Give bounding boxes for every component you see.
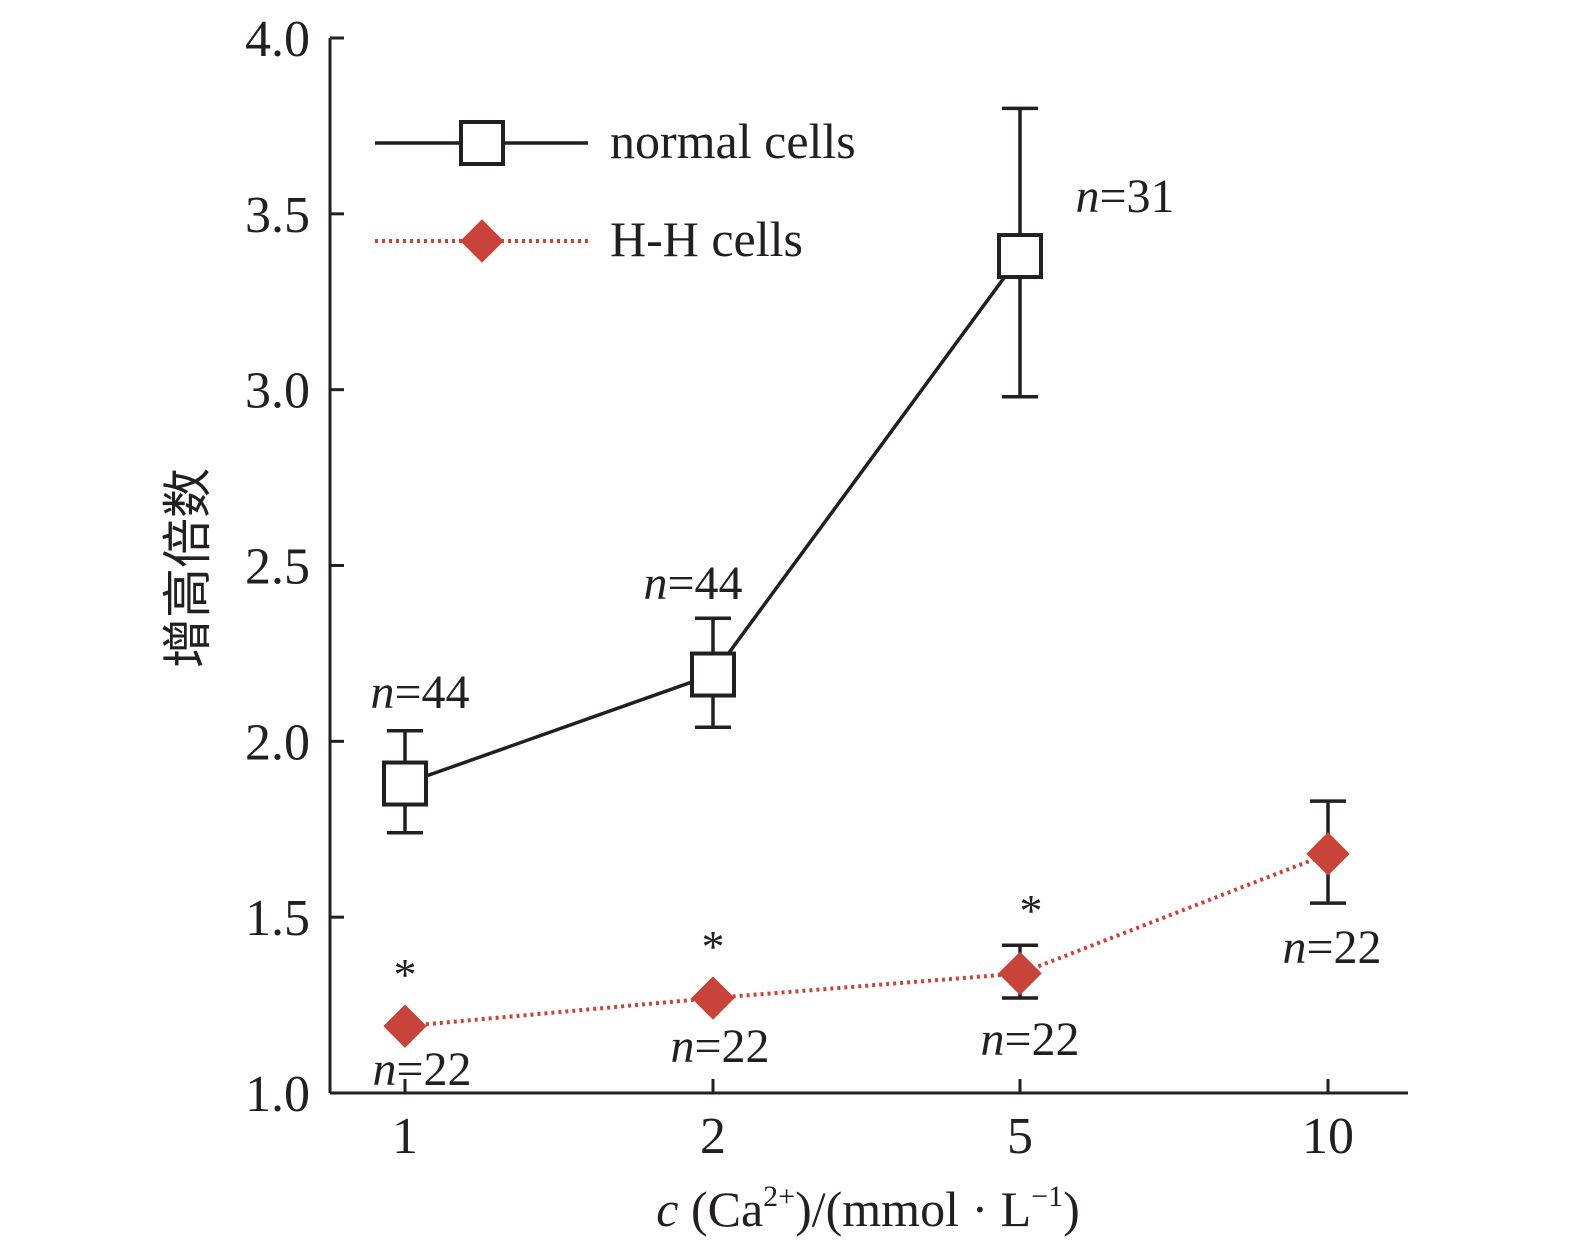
data-point	[691, 976, 735, 1020]
x-axis-title-post: )	[1063, 1181, 1080, 1237]
y-tick-label: 1.0	[245, 1066, 310, 1123]
n-label: n=22	[670, 1020, 769, 1073]
n-label: n=31	[1075, 170, 1174, 223]
series-line	[404, 852, 1329, 1029]
y-axis-title: 增高倍数	[160, 468, 216, 668]
significance-marker: *	[1020, 885, 1043, 936]
y-tick-label: 3.0	[245, 363, 310, 420]
data-point	[690, 651, 736, 698]
y-tick-label: 2.5	[245, 539, 310, 596]
data-point	[382, 760, 428, 807]
axes	[328, 38, 1408, 1095]
legend-marker-hh	[460, 219, 504, 263]
significance-marker: *	[702, 921, 725, 972]
y-tick-label: 1.5	[245, 890, 310, 947]
x-tick-label: 1	[392, 1108, 418, 1165]
x-tick-label: 5	[1007, 1108, 1033, 1165]
n-label: n=44	[643, 557, 742, 610]
y-tick-label: 2.0	[245, 714, 310, 771]
n-label: n=44	[370, 666, 469, 719]
x-tick-label: 10	[1302, 1108, 1354, 1165]
data-point	[1306, 832, 1350, 876]
series-hh-cells: n=22 n=22 n=22 n=22 * * *	[372, 799, 1382, 1096]
y-tick-label: 4.0	[245, 11, 310, 68]
legend-label-hh: H-H cells	[610, 211, 803, 267]
y-tick-label: 3.5	[245, 187, 310, 244]
legend-label-normal: normal cells	[610, 113, 856, 169]
x-axis-ticks: 1 2 5 10	[392, 1079, 1354, 1165]
legend: normal cells H-H cells	[375, 113, 856, 267]
data-point	[383, 1004, 427, 1048]
legend-marker-normal	[459, 120, 505, 166]
x-axis-title-mid: )/(mmol · L	[795, 1181, 1031, 1237]
data-point	[998, 951, 1042, 996]
x-axis-title-var: c	[656, 1181, 678, 1237]
x-axis-title-sup1: 2+	[763, 1180, 795, 1213]
n-label: n=22	[372, 1043, 471, 1096]
n-label: n=22	[980, 1013, 1079, 1066]
y-axis-ticks: 1.0 1.5 2.0 2.5 3.0 3.5 4.0	[245, 11, 344, 1123]
series-normal-cells: n=44 n=44 n=31	[370, 106, 1175, 835]
x-tick-label: 2	[700, 1108, 726, 1165]
significance-marker: *	[394, 949, 417, 1000]
x-axis-title-sup2: −1	[1031, 1180, 1063, 1213]
x-axis-title-pre: (Ca	[678, 1181, 763, 1237]
x-axis-title: c (Ca2+)/(mmol · L−1)	[656, 1180, 1079, 1237]
data-point	[997, 233, 1043, 280]
n-label: n=22	[1282, 921, 1381, 974]
